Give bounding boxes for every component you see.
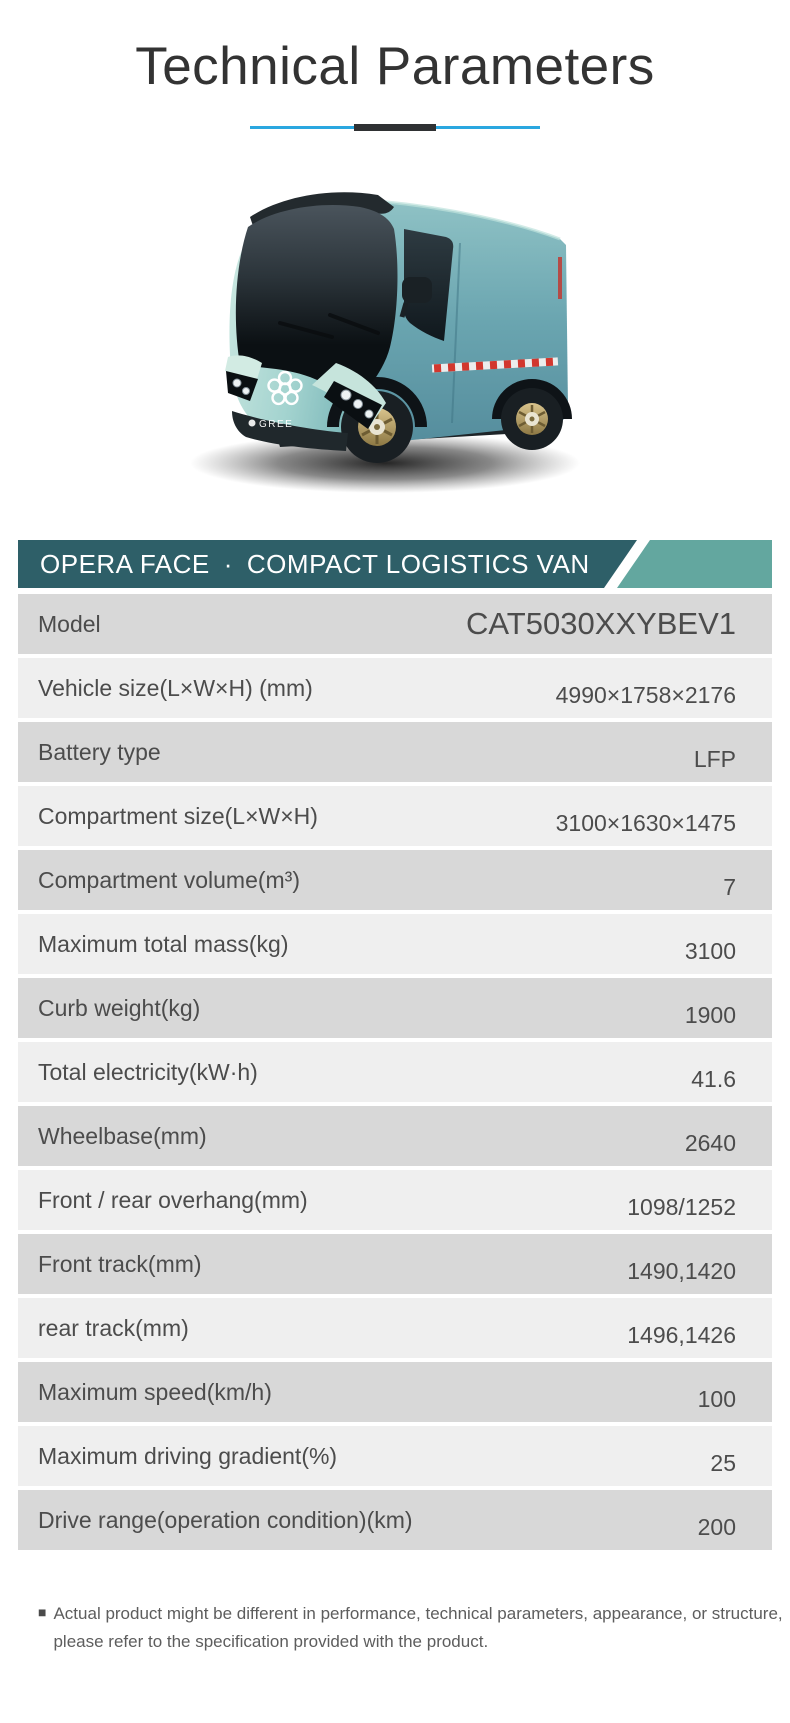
van-windshield [235,205,398,405]
page-title: Technical Parameters [135,37,655,96]
spec-value: 4990×1758×2176 [555,681,736,708]
van-mirror [399,277,432,318]
product-banner: OPERA FACE · COMPACT LOGISTICS VAN [18,540,772,588]
table-row: Curb weight(kg) 1900 [18,978,772,1038]
van-lamps-left [232,378,250,395]
spec-label: Total electricity(kW·h) [38,1058,258,1085]
banner-separator: · [223,548,233,579]
spec-value: 3100 [684,937,736,964]
spec-value: 100 [697,1385,736,1412]
spec-value: 1490,1420 [627,1257,736,1284]
spec-label: Front / rear overhang(mm) [38,1186,308,1213]
van-roofline-highlight [375,199,561,241]
spec-value: 1496,1426 [627,1321,736,1348]
table-row: Wheelbase(mm) 2640 [18,1106,772,1166]
footer-note: ■ Actual product might be different in p… [38,1600,783,1705]
van-reflective-strip [431,357,559,373]
spec-label: Compartment size(L×W×H) [38,802,318,829]
spec-label: Maximum speed(km/h) [38,1378,272,1405]
spec-label: Vehicle size(L×W×H) (mm) [38,674,313,701]
title-divider [250,124,540,131]
spec-label: Model [38,610,101,637]
van-wheel-arch-front [327,377,427,428]
footer-line-2: please refer to the specification provid… [53,1631,489,1651]
table-row: Total electricity(kW·h) 41.6 [18,1042,772,1102]
table-row: Vehicle size(L×W×H) (mm) 4990×1758×2176 [18,658,772,718]
banner-category: COMPACT LOGISTICS VAN [246,548,590,579]
van-door-seam [451,242,461,424]
van-wipers [278,313,380,339]
spec-label: Curb weight(kg) [38,994,201,1021]
spec-value: 1900 [684,1001,736,1028]
spec-sheet-page: { "title": "Technical Parameters", "bann… [0,36,790,1706]
van-logo-flower [267,370,303,406]
footer-text: Actual product might be different in per… [53,1600,782,1655]
van-brand-badge: GREE [259,419,293,430]
banner-dark-stripe [18,540,637,588]
van-headlight-left [226,371,258,401]
table-row: Front / rear overhang(mm) 1098/1252 [18,1170,772,1230]
van-illustration: GREE [190,192,580,493]
van-shadow [190,433,580,493]
table-row: Maximum total mass(kg) 3100 [18,914,772,974]
table-row: Maximum driving gradient(%) 25 [18,1426,772,1486]
van-rear-decal [558,257,562,299]
banner-series: OPERA FACE [40,548,210,579]
spec-value: 3100×1630×1475 [555,809,736,836]
table-row: Compartment size(L×W×H) 3100×1630×1475 [18,786,772,846]
banner-text: OPERA FACE · COMPACT LOGISTICS VAN [40,540,590,588]
van-lamps-right [340,389,374,419]
van-wheel-arch-rear [492,379,572,420]
table-row: Model CAT5030XXYBEV1 [18,594,772,654]
spec-value: LFP [693,745,736,772]
spec-label: rear track(mm) [38,1314,189,1341]
spec-value: 200 [697,1513,736,1540]
divider-accent-bar [354,124,436,131]
spec-value: CAT5030XXYBEV1 [466,606,736,641]
table-row: rear track(mm) 1496,1426 [18,1298,772,1358]
footer-bullet-icon: ■ [38,1604,47,1620]
spec-label: Front track(mm) [38,1250,202,1277]
spec-value: 2640 [684,1129,736,1156]
spec-label: Maximum total mass(kg) [38,930,289,957]
spec-label: Wheelbase(mm) [38,1122,207,1149]
footer-line-1: Actual product might be different in per… [53,1604,783,1623]
spec-label: Battery type [38,738,161,765]
spec-value: 1098/1252 [627,1193,736,1220]
table-row: Drive range(operation condition)(km) 200 [18,1490,772,1550]
spec-value: 7 [723,873,736,900]
spec-table: Model CAT5030XXYBEV1 Vehicle size(L×W×H)… [18,594,772,1550]
spec-label: Drive range(operation condition)(km) [38,1506,413,1533]
van-wheel-rear [501,388,563,450]
table-row: Compartment volume(m³) 7 [18,850,772,910]
van-brand-dot [248,419,256,427]
spec-value: 41.6 [691,1065,736,1092]
van-bumper [232,411,348,451]
spec-label: Maximum driving gradient(%) [38,1442,338,1469]
table-row: Front track(mm) 1490,1420 [18,1234,772,1294]
spec-label: Compartment volume(m³) [38,866,300,893]
vehicle-image: GREE [180,165,610,517]
spec-value: 25 [710,1449,736,1476]
table-row: Maximum speed(km/h) 100 [18,1362,772,1422]
table-row: Battery type LFP [18,722,772,782]
